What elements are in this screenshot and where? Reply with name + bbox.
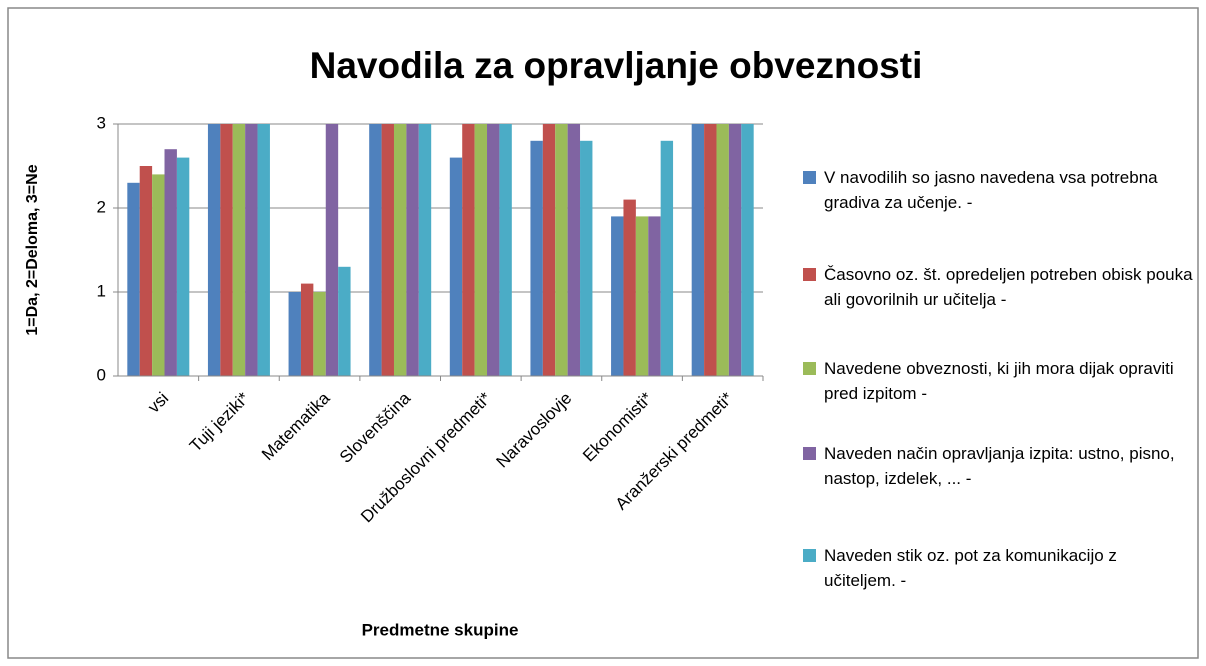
bar — [716, 124, 729, 376]
bar — [406, 124, 419, 376]
bar — [300, 283, 314, 376]
bar — [369, 124, 382, 376]
legend-entry: V navodilih so jasno navedena vsa potreb… — [803, 165, 1193, 215]
bar — [139, 166, 153, 376]
bar — [555, 124, 568, 376]
bar — [741, 124, 754, 376]
bar — [704, 124, 717, 376]
bar — [487, 124, 500, 376]
bar — [635, 216, 649, 376]
legend-label: V navodilih so jasno navedena vsa potreb… — [824, 168, 1158, 212]
bar — [381, 124, 394, 376]
bar — [164, 149, 177, 376]
bar — [691, 124, 705, 376]
bar — [207, 124, 221, 376]
bar — [176, 157, 190, 376]
bar — [257, 124, 270, 376]
bar — [313, 292, 326, 376]
bar — [499, 124, 512, 376]
bar — [393, 124, 407, 376]
legend-entry: Časovno oz. št. opredeljen potreben obis… — [803, 262, 1193, 312]
bar — [567, 124, 581, 376]
x-axis-label: Predmetne skupine — [362, 620, 519, 639]
bar — [338, 266, 351, 376]
bar — [623, 199, 636, 376]
bar — [728, 124, 742, 376]
y-tick-label: 0 — [97, 365, 106, 384]
bar — [232, 124, 246, 376]
legend-swatch — [803, 447, 816, 460]
bar — [530, 140, 543, 376]
bar — [127, 182, 140, 376]
y-tick-label: 2 — [97, 197, 106, 216]
bar — [220, 124, 233, 376]
chart-title: Navodila za opravljanje obveznosti — [310, 45, 923, 86]
bar — [648, 216, 661, 376]
y-tick-label: 1 — [97, 281, 106, 300]
bar — [660, 140, 674, 376]
legend-swatch — [803, 268, 816, 281]
legend-label: Naveden način opravljanja izpita: ustno,… — [824, 444, 1175, 488]
legend-label: Časovno oz. št. opredeljen potreben obis… — [824, 265, 1193, 309]
legend-label: Navedene obveznosti, ki jih mora dijak o… — [824, 359, 1174, 403]
bar — [288, 292, 301, 376]
bar — [245, 124, 258, 376]
legend-swatch — [803, 549, 816, 562]
bar — [580, 140, 593, 376]
y-axis-label: 1=Da, 2=Deloma, 3=Ne — [24, 164, 41, 335]
legend-swatch — [803, 362, 816, 375]
bar — [325, 124, 339, 376]
chart-frame — [7, 7, 1199, 659]
bar — [418, 124, 432, 376]
bar — [462, 124, 475, 376]
bar — [474, 124, 488, 376]
bar — [542, 124, 556, 376]
legend-entry: Navedene obveznosti, ki jih mora dijak o… — [803, 356, 1193, 406]
legend-swatch — [803, 171, 816, 184]
legend-label: Naveden stik oz. pot za komunikacijo z u… — [824, 546, 1117, 590]
bar — [152, 174, 165, 376]
legend-entry: Naveden način opravljanja izpita: ustno,… — [803, 441, 1193, 491]
bar — [449, 157, 463, 376]
bar — [611, 216, 624, 376]
y-tick-label: 3 — [97, 113, 106, 132]
legend-entry: Naveden stik oz. pot za komunikacijo z u… — [803, 543, 1193, 593]
